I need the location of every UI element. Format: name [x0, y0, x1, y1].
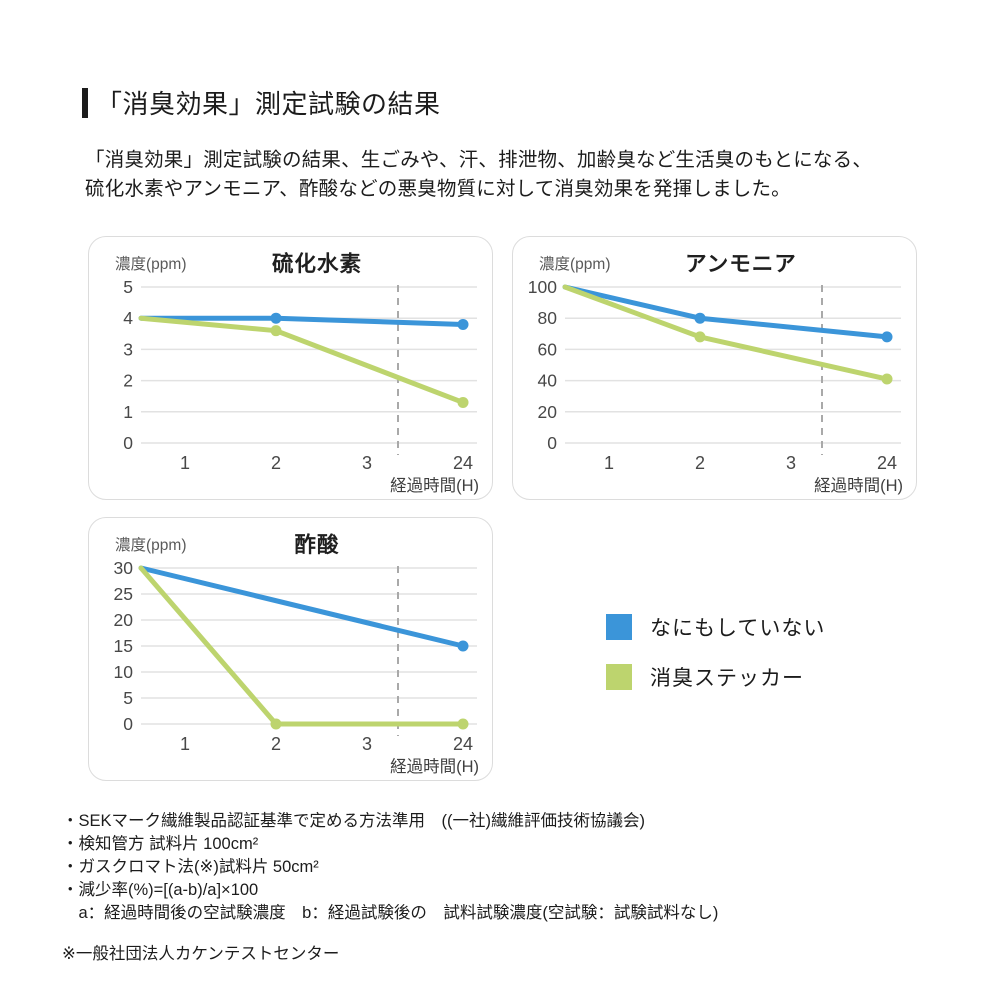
x-tick-label: 2: [695, 453, 705, 473]
x-axis-label: 経過時間(H): [390, 757, 479, 776]
y-tick-label: 3: [123, 339, 133, 359]
y-tick-label: 0: [123, 714, 133, 734]
y-axis-unit-label: 濃度(ppm): [539, 255, 610, 273]
footnote-line: ・検知管方 試料片 100cm²: [62, 835, 259, 853]
series-line-blue: [562, 284, 890, 340]
y-tick-label: 30: [114, 558, 134, 578]
data-point-blue: [457, 318, 469, 330]
y-tick-label: 10: [114, 662, 134, 682]
y-tick-label: 100: [528, 277, 557, 297]
y-tick-label: 20: [114, 610, 134, 630]
data-point-green: [457, 396, 469, 408]
y-tick-label: 80: [538, 308, 558, 328]
y-tick-label: 15: [114, 636, 133, 656]
data-point-blue: [457, 640, 469, 652]
y-tick-label: 20: [538, 402, 558, 422]
legend: なにもしていない 消臭ステッカー: [606, 612, 825, 712]
data-point-blue: [881, 331, 893, 343]
legend-item-no-treatment: なにもしていない: [606, 612, 825, 642]
data-point-green: [881, 373, 893, 385]
page-header: 「消臭効果」測定試験の結果: [82, 84, 441, 121]
intro-line-1: 「消臭効果」測定試験の結果、生ごみや、汗、排泄物、加齢臭など生活臭のもとになる、: [85, 149, 873, 171]
y-tick-label: 1: [123, 402, 133, 422]
y-tick-label: 0: [547, 433, 557, 453]
x-tick-label: 3: [362, 734, 372, 754]
data-point-green: [457, 718, 469, 730]
legend-swatch-blue: [606, 614, 632, 640]
footnote-line: ・SEKマーク繊維製品認証基準で定める方法準用 ((一社)繊維評価技術協議会): [62, 812, 645, 830]
y-tick-label: 5: [123, 277, 133, 297]
x-tick-label: 3: [786, 453, 796, 473]
footnote-line: a：経過時間後の空試験濃度 b：経過試験後の 試料試験濃度(空試験：試験試料なし…: [62, 904, 719, 922]
legend-item-deodorant-sticker: 消臭ステッカー: [606, 662, 825, 692]
x-tick-label: 2: [271, 453, 281, 473]
y-axis-unit-label: 濃度(ppm): [115, 255, 186, 273]
chart-title: 硫化水素: [272, 251, 362, 276]
x-tick-label: 1: [180, 734, 190, 754]
chart-panel-ammonia: 100 80 60 40 20 0 1 2 3 24 経過時間(H) 濃度(ppm) アンモニア: [512, 236, 917, 500]
x-tick-label: 24: [453, 734, 473, 754]
x-tick-label: 2: [271, 734, 281, 754]
intro-line-2: 硫化水素やアンモニア、酢酸などの悪臭物質に対して消臭効果を発揮しました。: [85, 178, 791, 200]
y-tick-label: 4: [123, 308, 133, 328]
data-point-blue: [694, 312, 706, 324]
footnote-source: ※一般社団法人カケンテストセンター: [62, 945, 340, 963]
x-axis-label: 経過時間(H): [390, 476, 479, 495]
intro-text: 「消臭効果」測定試験の結果、生ごみや、汗、排泄物、加齢臭など生活臭のもとになる、…: [85, 146, 872, 204]
x-tick-label: 24: [877, 453, 897, 473]
y-tick-label: 0: [123, 433, 133, 453]
legend-label: 消臭ステッカー: [650, 667, 804, 690]
data-point-green: [694, 331, 706, 343]
chart-panel-hydrogen-sulfide: 5 4 3 2 1 0 1 2 3 24 経過時間(H) 濃度(ppm) 硫化水素: [88, 236, 493, 500]
series-line-green: [138, 315, 466, 405]
chart-title: アンモニア: [685, 252, 797, 276]
chart-title: 酢酸: [294, 533, 339, 557]
data-point-green: [270, 718, 282, 730]
x-tick-label: 1: [180, 453, 190, 473]
footnote-line: ・減少率(%)=[(a-b)/a]×100: [62, 881, 259, 899]
legend-label: なにもしていない: [650, 617, 826, 640]
title-accent-bar: [82, 87, 88, 118]
footnote-line: ・ガスクロマト法(※)試料片 50cm²: [62, 858, 319, 876]
legend-swatch-green: [606, 664, 632, 690]
footnotes: ・SEKマーク繊維製品認証基準で定める方法準用 ((一社)繊維評価技術協議会) …: [62, 810, 718, 966]
y-tick-label: 40: [538, 371, 558, 391]
series-line-blue: [138, 565, 466, 649]
y-tick-label: 25: [114, 584, 133, 604]
chart-svg: 100 80 60 40 20 0 1 2 3 24 経過時間(H) 濃度(ppm) アンモニア: [528, 252, 903, 495]
y-axis-unit-label: 濃度(ppm): [115, 536, 186, 554]
y-tick-label: 2: [123, 371, 133, 391]
x-tick-label: 1: [604, 453, 614, 473]
x-tick-label: 24: [453, 453, 473, 473]
y-tick-label: 60: [538, 339, 558, 359]
chart-svg: 5 4 3 2 1 0 1 2 3 24 経過時間(H) 濃度(ppm) 硫化水素: [115, 251, 479, 495]
data-point-green: [270, 325, 282, 337]
x-axis-label: 経過時間(H): [814, 476, 903, 495]
y-tick-label: 5: [123, 688, 133, 708]
page-title: 「消臭効果」測定試験の結果: [96, 89, 441, 119]
chart-svg: 30 25 20 15 10 5 0 1 2 3 24 経過時間(H) 濃度(ppm) 酢酸: [114, 533, 479, 776]
x-tick-label: 3: [362, 453, 372, 473]
data-point-blue: [270, 312, 282, 324]
chart-panel-acetic-acid: 30 25 20 15 10 5 0 1 2 3 24 経過時間(H) 濃度(ppm) 酢酸: [88, 517, 493, 781]
